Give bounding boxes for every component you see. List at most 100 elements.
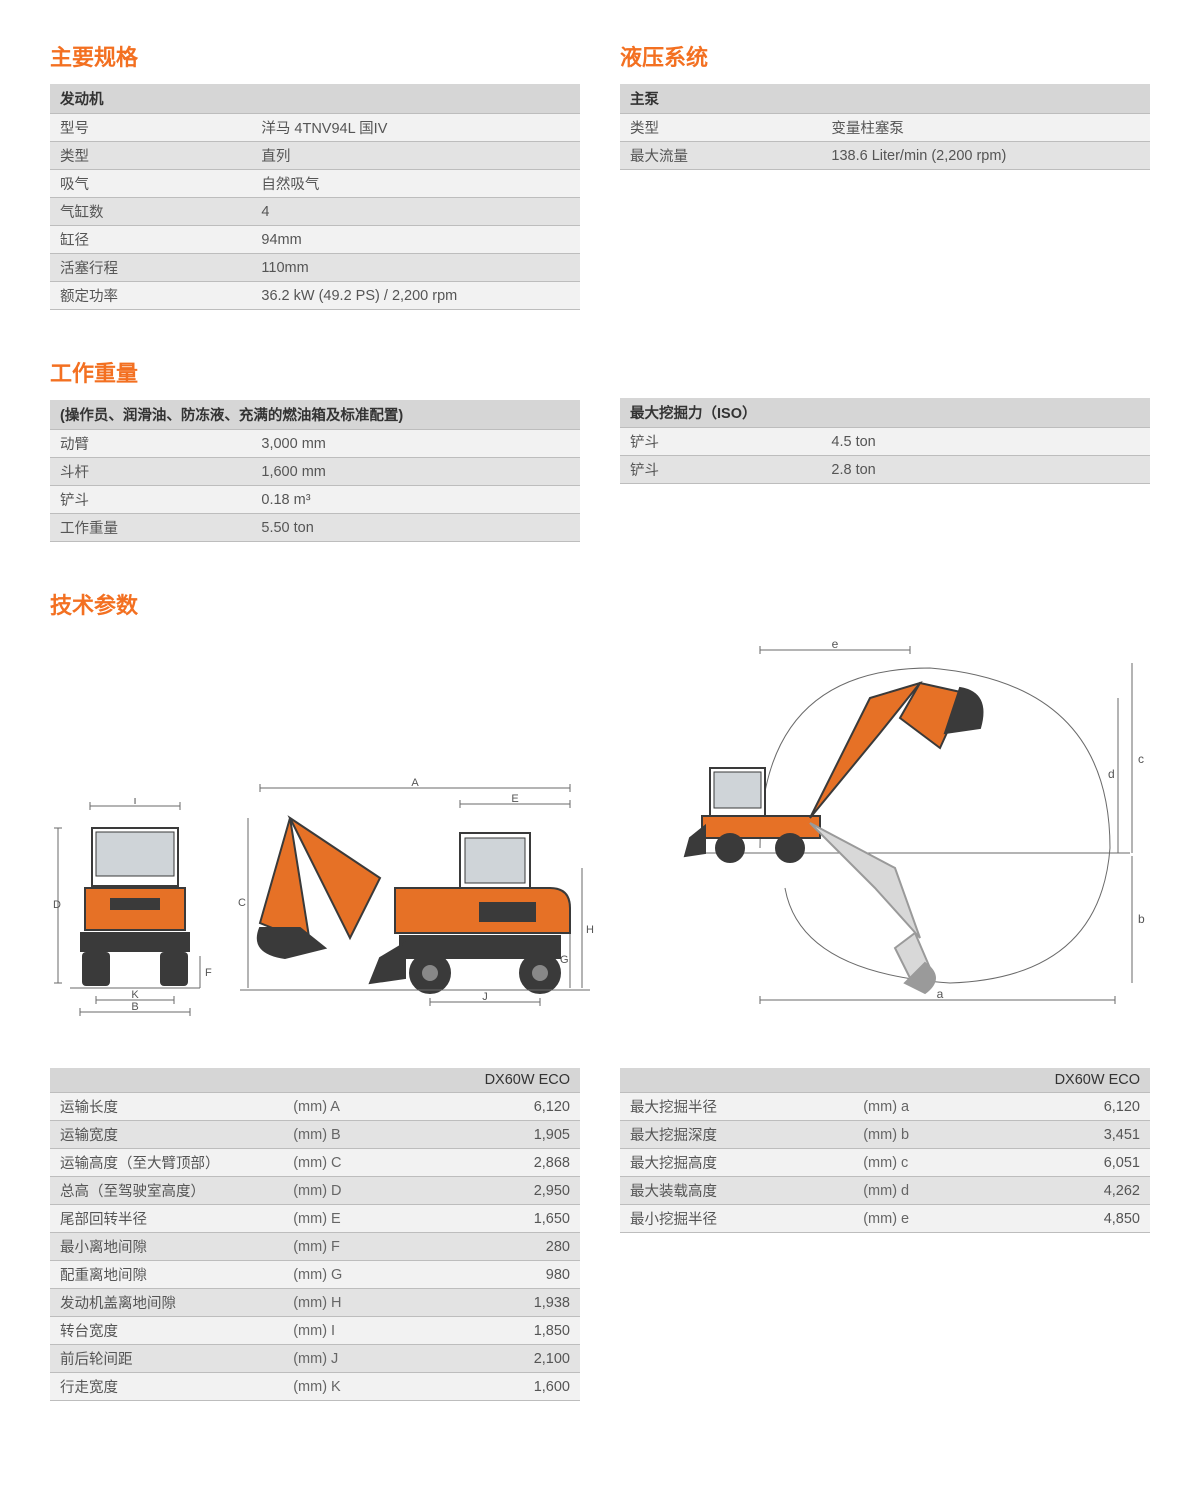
dim-label: 总高（至驾驶室高度）	[50, 1177, 283, 1205]
table-row: 铲斗4.5 ton	[620, 428, 1150, 456]
spec-label: 铲斗	[50, 486, 251, 514]
spec-label: 型号	[50, 114, 251, 142]
dim-unit: (mm) d	[853, 1177, 1001, 1205]
heading-main-spec: 主要规格	[50, 40, 580, 72]
dim-value: 1,600	[432, 1373, 580, 1401]
table-row: 尾部回转半径(mm) E1,650	[50, 1205, 580, 1233]
dims-left-model: DX60W ECO	[432, 1068, 580, 1093]
dim-unit: (mm) F	[283, 1233, 431, 1261]
dim-value: 4,262	[1002, 1177, 1150, 1205]
diagram-front-view: I D F K	[50, 798, 220, 1018]
dim-value: 2,100	[432, 1345, 580, 1373]
table-row: 最大挖掘深度(mm) b3,451	[620, 1121, 1150, 1149]
spec-value: 2.8 ton	[821, 456, 1150, 484]
table-row: 发动机盖离地间隙(mm) H1,938	[50, 1289, 580, 1317]
spec-value: 36.2 kW (49.2 PS) / 2,200 rpm	[251, 282, 580, 310]
dim-value: 1,905	[432, 1121, 580, 1149]
dim-label: 最小离地间隙	[50, 1233, 283, 1261]
spec-value: 4	[251, 198, 580, 226]
dim-value: 1,850	[432, 1317, 580, 1345]
dim-unit: (mm) C	[283, 1149, 431, 1177]
table-row: 最小挖掘半径(mm) e4,850	[620, 1205, 1150, 1233]
dim-label: 最小挖掘半径	[620, 1205, 853, 1233]
table-engine: 发动机 型号洋马 4TNV94L 国IV类型直列吸气自然吸气气缸数4缸径94mm…	[50, 84, 580, 310]
dim-label: 发动机盖离地间隙	[50, 1289, 283, 1317]
table-row: 工作重量5.50 ton	[50, 514, 580, 542]
dim-unit: (mm) E	[283, 1205, 431, 1233]
dim-label: 行走宽度	[50, 1373, 283, 1401]
spec-label: 缸径	[50, 226, 251, 254]
dims-right-h1	[620, 1068, 853, 1093]
heading-hydraulic: 液压系统	[620, 40, 1150, 72]
spec-label: 类型	[620, 114, 821, 142]
dim-value: 2,868	[432, 1149, 580, 1177]
col-main-spec: 主要规格 发动机 型号洋马 4TNV94L 国IV类型直列吸气自然吸气气缸数4缸…	[50, 40, 580, 310]
spec-label: 气缸数	[50, 198, 251, 226]
spec-value: 5.50 ton	[251, 514, 580, 542]
svg-text:D: D	[53, 899, 61, 911]
dim-unit: (mm) B	[283, 1121, 431, 1149]
dim-value: 6,120	[432, 1093, 580, 1121]
svg-text:H: H	[586, 924, 594, 936]
table-row: 运输长度(mm) A6,120	[50, 1093, 580, 1121]
dim-label: 运输高度（至大臂顶部）	[50, 1149, 283, 1177]
dim-label: 运输长度	[50, 1093, 283, 1121]
dims-right-h2	[853, 1068, 1001, 1093]
svg-text:B: B	[131, 1001, 138, 1013]
spec-value: 4.5 ton	[821, 428, 1150, 456]
table-row: 行走宽度(mm) K1,600	[50, 1373, 580, 1401]
dims-left-h1	[50, 1068, 283, 1093]
dim-unit: (mm) H	[283, 1289, 431, 1317]
dim-unit: (mm) e	[853, 1205, 1001, 1233]
table-row: 最大挖掘半径(mm) a6,120	[620, 1093, 1150, 1121]
spec-label: 铲斗	[620, 428, 821, 456]
svg-text:I: I	[133, 798, 136, 807]
dim-label: 配重离地间隙	[50, 1261, 283, 1289]
spec-label: 铲斗	[620, 456, 821, 484]
spec-label: 工作重量	[50, 514, 251, 542]
svg-text:C: C	[238, 897, 246, 909]
dim-value: 980	[432, 1261, 580, 1289]
heading-weight: 工作重量	[50, 356, 580, 388]
dim-label: 最大挖掘深度	[620, 1121, 853, 1149]
dim-unit: (mm) I	[283, 1317, 431, 1345]
table-row: 总高（至驾驶室高度）(mm) D2,950	[50, 1177, 580, 1205]
dim-value: 6,120	[1002, 1093, 1150, 1121]
table-row: 最小离地间隙(mm) F280	[50, 1233, 580, 1261]
table-row: 气缸数4	[50, 198, 580, 226]
dim-value: 3,451	[1002, 1121, 1150, 1149]
table-weight-right: 最大挖掘力（ISO） 铲斗4.5 ton铲斗2.8 ton	[620, 398, 1150, 484]
spec-value: 94mm	[251, 226, 580, 254]
dim-label: 最大挖掘半径	[620, 1093, 853, 1121]
svg-text:d: d	[1108, 767, 1115, 781]
dim-unit: (mm) D	[283, 1177, 431, 1205]
col-hydraulic: 液压系统 主泵 类型变量柱塞泵最大流量138.6 Liter/min (2,20…	[620, 40, 1150, 310]
spec-value: 变量柱塞泵	[821, 114, 1150, 142]
dim-value: 4,850	[1002, 1205, 1150, 1233]
table-row: 额定功率36.2 kW (49.2 PS) / 2,200 rpm	[50, 282, 580, 310]
dim-label: 尾部回转半径	[50, 1205, 283, 1233]
spec-label: 额定功率	[50, 282, 251, 310]
dim-label: 最大装载高度	[620, 1177, 853, 1205]
dim-value: 1,650	[432, 1205, 580, 1233]
table-row: 最大流量138.6 Liter/min (2,200 rpm)	[620, 142, 1150, 170]
spec-value: 1,600 mm	[251, 458, 580, 486]
dim-value: 1,938	[432, 1289, 580, 1317]
table-dims-left: DX60W ECO 运输长度(mm) A6,120运输宽度(mm) B1,905…	[50, 1068, 580, 1401]
row-spec-hydraulic: 主要规格 发动机 型号洋马 4TNV94L 国IV类型直列吸气自然吸气气缸数4缸…	[50, 40, 1150, 310]
table-pump: 主泵 类型变量柱塞泵最大流量138.6 Liter/min (2,200 rpm…	[620, 84, 1150, 170]
svg-text:E: E	[511, 793, 518, 805]
dim-value: 6,051	[1002, 1149, 1150, 1177]
engine-header: 发动机	[50, 84, 580, 114]
col-dims-right: DX60W ECO 最大挖掘半径(mm) a6,120最大挖掘深度(mm) b3…	[620, 1068, 1150, 1401]
dim-value: 280	[432, 1233, 580, 1261]
diagram-reach: e c d b a	[670, 638, 1150, 1018]
spec-label: 活塞行程	[50, 254, 251, 282]
spec-label: 吸气	[50, 170, 251, 198]
svg-text:F: F	[205, 967, 212, 979]
row-weight: 工作重量 (操作员、润滑油、防冻液、充满的燃油箱及标准配置) 动臂3,000 m…	[50, 356, 1150, 542]
spec-label: 动臂	[50, 430, 251, 458]
table-row: 型号洋马 4TNV94L 国IV	[50, 114, 580, 142]
table-row: 最大装载高度(mm) d4,262	[620, 1177, 1150, 1205]
table-row: 转台宽度(mm) I1,850	[50, 1317, 580, 1345]
